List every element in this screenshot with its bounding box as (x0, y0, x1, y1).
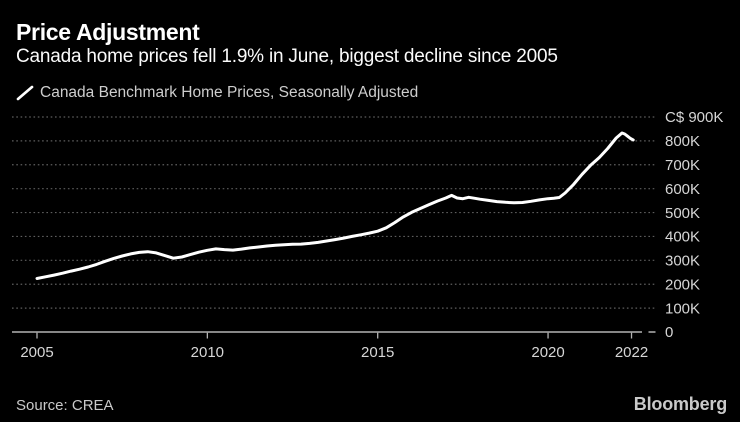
y-axis-label: 100K (665, 300, 700, 317)
y-axis-label: 0 (665, 324, 673, 341)
y-axis-label: 200K (665, 276, 700, 293)
y-axis-label: 700K (665, 157, 700, 174)
chart-title: Price Adjustment (16, 19, 200, 45)
legend-label: Canada Benchmark Home Prices, Seasonally… (40, 83, 419, 101)
y-axis-label: 400K (665, 229, 700, 246)
y-axis-label: 800K (665, 133, 700, 150)
legend: Canada Benchmark Home Prices, Seasonally… (16, 84, 418, 101)
chart-subtitle: Canada home prices fell 1.9% in June, bi… (16, 46, 558, 67)
line-series-icon (16, 85, 34, 100)
x-axis-label: 2010 (191, 344, 224, 361)
y-axis-label: 500K (665, 205, 700, 222)
x-axis-label: 2022 (615, 344, 648, 361)
x-axis-label: 2020 (531, 344, 564, 361)
x-axis-label: 2015 (361, 344, 394, 361)
y-axis-label: 300K (665, 253, 700, 270)
bloomberg-logo: Bloomberg (633, 394, 727, 414)
x-axis-label: 2005 (20, 344, 53, 361)
price-line (35, 131, 635, 280)
y-axis-label: 600K (665, 181, 700, 198)
source-label: Source: CREA (16, 397, 114, 414)
y-axis-label: C$ 900K (665, 109, 723, 126)
